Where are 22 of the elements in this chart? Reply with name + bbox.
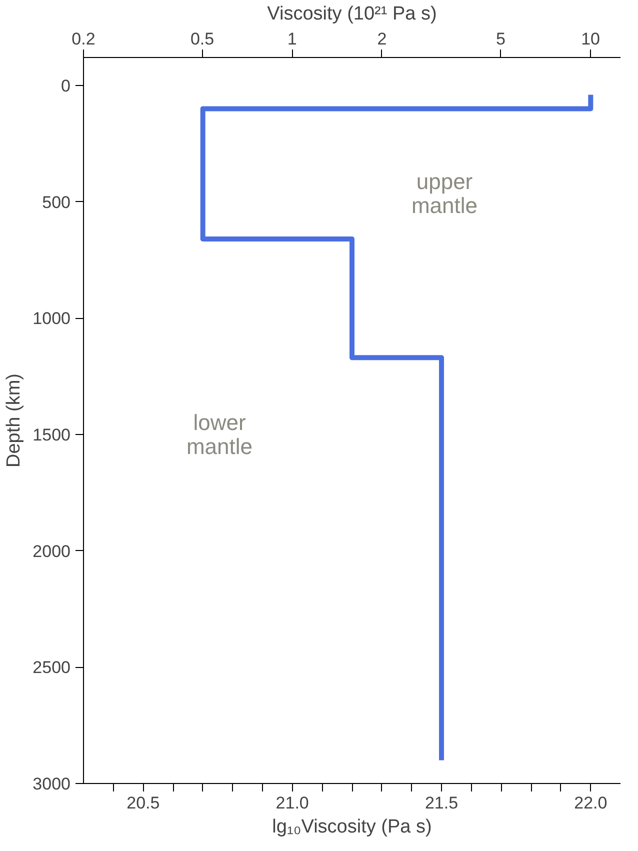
x-tick-label: 20.5 bbox=[126, 794, 160, 812]
x-axis-title: lg₁₀Viscosity (Pa s) bbox=[272, 816, 432, 838]
y-tick-label: 1000 bbox=[32, 309, 71, 328]
y-tick-label: 0 bbox=[61, 76, 71, 96]
annotation: upper mantle bbox=[411, 169, 478, 218]
y-tick-label: 3000 bbox=[32, 774, 71, 794]
annotation: lower mantle bbox=[186, 410, 253, 459]
x2-tick-label: 2 bbox=[377, 30, 387, 48]
x2-tick-label: 1 bbox=[287, 30, 297, 48]
x-tick-label: 21.5 bbox=[424, 794, 458, 812]
x-tick-label: 22.0 bbox=[574, 794, 608, 812]
y-tick-label: 2500 bbox=[32, 658, 71, 678]
x2-tick-label: 0.5 bbox=[190, 30, 214, 48]
x-tick-label: 21.0 bbox=[276, 794, 309, 812]
y-axis-title: Depth (km) bbox=[4, 374, 25, 468]
y-tick-label: 500 bbox=[42, 192, 71, 212]
x2-tick-label: 5 bbox=[496, 30, 506, 48]
x2-tick-label: 0.2 bbox=[72, 30, 96, 48]
y-tick-label: 1500 bbox=[32, 425, 71, 444]
x2-tick-label: 10 bbox=[581, 30, 600, 48]
y-tick-label: 2000 bbox=[32, 542, 71, 561]
x2-axis-title: Viscosity (10²¹ Pa s) bbox=[267, 4, 437, 24]
